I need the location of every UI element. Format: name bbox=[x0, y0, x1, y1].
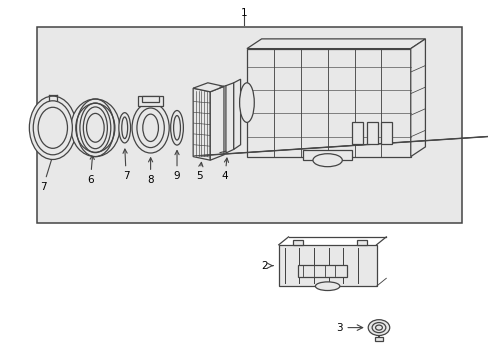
Ellipse shape bbox=[239, 83, 254, 122]
Bar bbox=[303, 150, 351, 160]
Text: 3: 3 bbox=[335, 323, 342, 333]
Bar bbox=[351, 122, 362, 144]
Bar bbox=[298, 265, 346, 277]
Ellipse shape bbox=[142, 114, 158, 141]
Ellipse shape bbox=[29, 96, 76, 159]
Ellipse shape bbox=[367, 320, 389, 336]
Ellipse shape bbox=[76, 103, 115, 152]
Text: 6: 6 bbox=[87, 155, 94, 185]
Polygon shape bbox=[193, 83, 224, 92]
Bar bbox=[138, 96, 163, 106]
Ellipse shape bbox=[33, 101, 72, 155]
Text: 5: 5 bbox=[196, 162, 203, 181]
Ellipse shape bbox=[170, 111, 183, 145]
Text: 2: 2 bbox=[261, 261, 267, 271]
Polygon shape bbox=[225, 83, 233, 153]
Ellipse shape bbox=[173, 116, 180, 140]
Text: 7: 7 bbox=[40, 152, 55, 192]
Text: 1: 1 bbox=[241, 8, 247, 18]
Ellipse shape bbox=[71, 99, 120, 157]
Text: 7: 7 bbox=[122, 149, 129, 181]
Ellipse shape bbox=[371, 323, 385, 333]
Polygon shape bbox=[246, 49, 410, 157]
Polygon shape bbox=[246, 39, 425, 49]
Bar bbox=[293, 240, 303, 245]
Polygon shape bbox=[210, 86, 224, 160]
Ellipse shape bbox=[312, 154, 342, 167]
Ellipse shape bbox=[122, 117, 127, 139]
Bar bbox=[142, 96, 159, 102]
Ellipse shape bbox=[119, 113, 130, 143]
Text: 4: 4 bbox=[221, 158, 228, 181]
Ellipse shape bbox=[38, 107, 67, 148]
Ellipse shape bbox=[315, 282, 339, 291]
Ellipse shape bbox=[137, 108, 164, 148]
Ellipse shape bbox=[132, 103, 169, 153]
Bar bbox=[356, 240, 366, 245]
Polygon shape bbox=[193, 88, 210, 160]
Bar bbox=[366, 122, 377, 144]
Bar bbox=[381, 122, 391, 144]
Polygon shape bbox=[410, 39, 425, 157]
Ellipse shape bbox=[375, 325, 382, 330]
Ellipse shape bbox=[86, 113, 104, 142]
Polygon shape bbox=[278, 245, 376, 286]
Text: 9: 9 bbox=[173, 150, 180, 181]
Polygon shape bbox=[233, 79, 240, 149]
Bar bbox=[37, 27, 461, 223]
Text: 8: 8 bbox=[147, 158, 154, 185]
Bar bbox=[374, 337, 382, 341]
